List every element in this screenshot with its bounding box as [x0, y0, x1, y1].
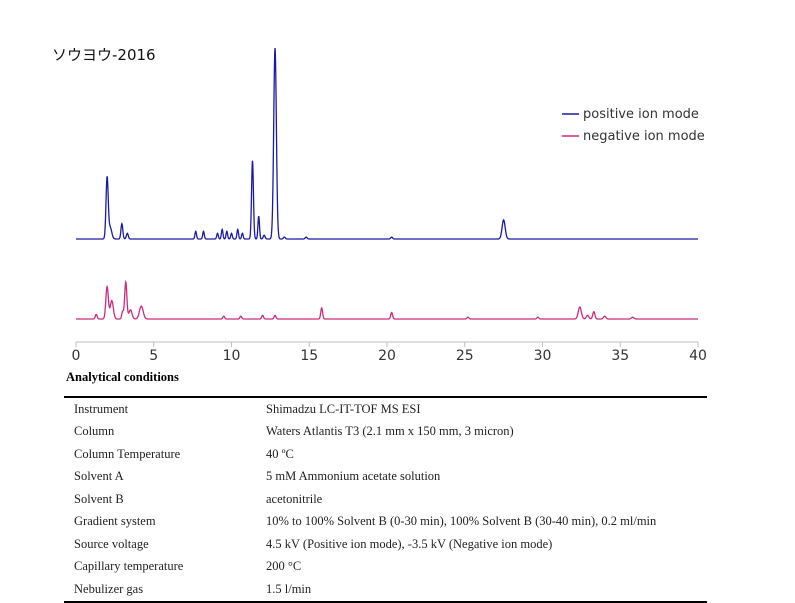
x-tick-label: 5: [149, 348, 158, 364]
negative-ion-trace: [76, 279, 698, 320]
parameter-value: Shimadzu LC-IT-TOF MS ESI: [266, 401, 421, 416]
table-row: Gradient system 10% to 100% Solvent B (0-…: [64, 511, 707, 534]
parameter-value: 200 °C: [266, 559, 302, 574]
table-row: Solvent B acetonitrile: [64, 488, 707, 511]
x-tick-label: 25: [456, 348, 474, 364]
x-tick-label: 30: [534, 348, 552, 364]
x-tick-label: 35: [611, 348, 629, 364]
parameter-value: 1.5 l/min: [266, 581, 312, 596]
parameter-value: 4.5 kV (Positive ion mode), -3.5 kV (Neg…: [266, 536, 553, 551]
parameter-name: Nebulizer gas: [74, 581, 144, 596]
parameter-name: Column: [74, 424, 115, 439]
parameter-value: 40 ºC: [266, 446, 294, 461]
chromatogram-chart: ソウヨウ-2016 positive ion mode negative ion…: [52, 46, 707, 364]
legend-label-negative: negative ion mode: [583, 129, 705, 144]
analytical-conditions-heading: Analytical conditions: [66, 370, 179, 384]
parameter-name: Source voltage: [74, 536, 149, 551]
parameter-name: Gradient system: [74, 514, 156, 529]
table-row: Source voltage 4.5 kV (Positive ion mode)…: [64, 533, 707, 556]
table-row: Solvent A 5 mM Ammonium acetate solution: [64, 466, 707, 489]
x-axis-ticks: 0 5 10 15 20 25 30 35 40: [72, 342, 707, 364]
table-row: Column Temperature 40 ºC: [64, 443, 707, 466]
x-tick-label: 15: [300, 348, 318, 364]
x-tick-label: 10: [223, 348, 241, 364]
positive-ion-trace: [76, 47, 698, 240]
x-tick-label: 0: [72, 348, 81, 364]
table-row: Nebulizer gas 1.5 l/min: [64, 578, 707, 602]
parameter-value: acetonitrile: [266, 491, 323, 506]
legend: positive ion mode negative ion mode: [562, 107, 705, 144]
parameter-value: 10% to 100% Solvent B (0-30 min), 100% S…: [266, 514, 657, 529]
parameter-value: 5 mM Ammonium acetate solution: [266, 469, 441, 484]
table-row: Column Waters Atlantis T3 (2.1 mm x 150 m…: [64, 421, 707, 444]
analytical-conditions-table: Instrument Shimadzu LC-IT-TOF MS ESI Colum…: [64, 396, 707, 603]
chart-title: ソウヨウ-2016: [52, 46, 156, 64]
parameter-name: Solvent B: [74, 491, 124, 506]
parameter-name: Instrument: [74, 401, 129, 416]
parameter-value: Waters Atlantis T3 (2.1 mm x 150 mm, 3 m…: [266, 424, 514, 439]
table-row: Instrument Shimadzu LC-IT-TOF MS ESI: [64, 397, 707, 421]
table-row: Capillary temperature 200 °C: [64, 556, 707, 579]
x-tick-label: 20: [378, 348, 396, 364]
parameter-name: Column Temperature: [74, 446, 181, 461]
parameter-name: Capillary temperature: [74, 559, 184, 574]
legend-label-positive: positive ion mode: [583, 107, 699, 122]
parameter-name: Solvent A: [74, 469, 124, 484]
x-tick-label: 40: [689, 348, 707, 364]
